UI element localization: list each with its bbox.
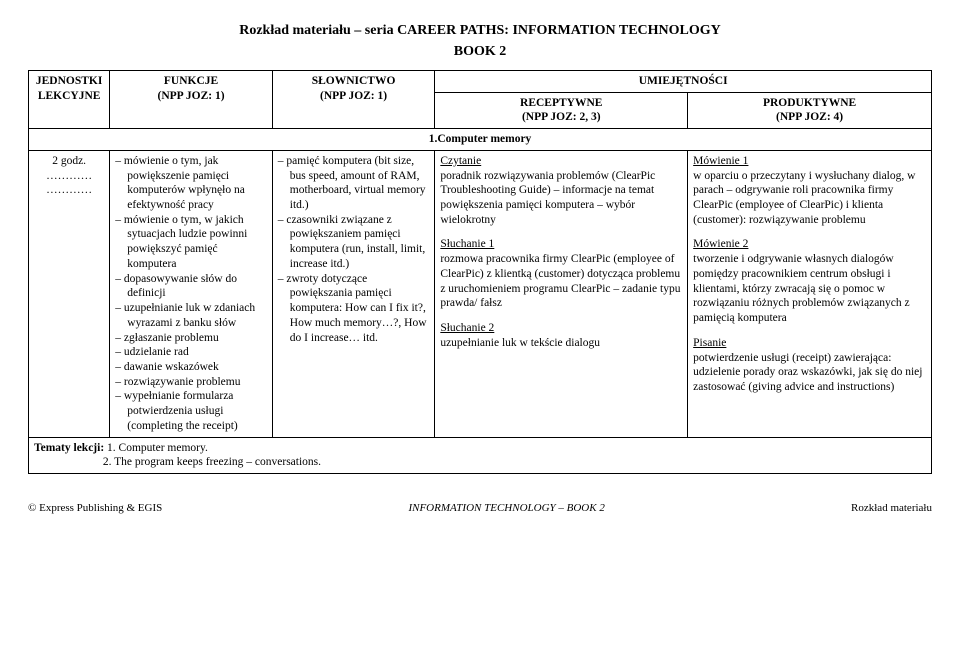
header-units-l2: LEKCYJNE [38, 90, 101, 102]
cell-hours: 2 godz. ………… ………… [29, 150, 110, 437]
header-units: JEDNOSTKI LEKCYJNE [29, 71, 110, 129]
header-functions-l1: FUNKCJE [164, 75, 218, 87]
header-receptive-l2: (NPP JOZ: 2, 3) [522, 111, 601, 123]
cell-receptive: Czytanie poradnik rozwiązywania problemó… [435, 150, 688, 437]
section-title: 1.Computer memory [29, 129, 932, 151]
receptive-h1: Czytanie [440, 155, 481, 167]
header-row-1: JEDNOSTKI LEKCYJNE FUNKCJE (NPP JOZ: 1) … [29, 71, 932, 93]
list-item: uzupełnianie luk w zdaniach wyrazami z b… [115, 301, 267, 330]
receptive-h2: Słuchanie 1 [440, 238, 494, 250]
topics-row: Tematy lekcji: 1. Computer memory. Temat… [29, 437, 932, 473]
header-productive-l2: (NPP JOZ: 4) [776, 111, 843, 123]
list-item: dawanie wskazówek [115, 360, 267, 375]
footer-mid: INFORMATION TECHNOLOGY – BOOK 2 [408, 502, 604, 514]
header-receptive-l1: RECEPTYWNE [520, 97, 602, 109]
productive-p3: potwierdzenie usługi (receipt) zawierają… [693, 351, 926, 395]
dots-line-1: ………… [34, 169, 104, 184]
header-vocab-l2: (NPP JOZ: 1) [320, 90, 387, 102]
list-item: udzielanie rad [115, 345, 267, 360]
footer-left: © Express Publishing & EGIS [28, 502, 162, 514]
header-productive: PRODUKTYWNE (NPP JOZ: 4) [688, 92, 932, 128]
topic-2: 2. The program keeps freezing – conversa… [103, 456, 321, 468]
topics-label: Tematy lekcji: [34, 442, 104, 454]
topic-1: 1. Computer memory. [107, 442, 208, 454]
receptive-h3: Słuchanie 2 [440, 322, 494, 334]
header-receptive: RECEPTYWNE (NPP JOZ: 2, 3) [435, 92, 688, 128]
document-title: Rozkład materiału – seria CAREER PATHS: … [28, 20, 932, 62]
list-item: wypełnianie formularza potwierdzenia usł… [115, 389, 267, 433]
productive-h2: Mówienie 2 [693, 238, 748, 250]
header-functions-l2: (NPP JOZ: 1) [157, 90, 224, 102]
list-item: czasowniki związane z powiększaniem pami… [278, 213, 430, 272]
list-item: dopasowywanie słów do definicji [115, 272, 267, 301]
page-footer: © Express Publishing & EGIS INFORMATION … [28, 502, 932, 514]
functions-list: mówienie o tym, jak powiększenie pamięci… [115, 154, 267, 434]
cell-productive: Mówienie 1 w oparciu o przeczytany i wys… [688, 150, 932, 437]
list-item: mówienie o tym, w jakich sytuacjach ludz… [115, 213, 267, 272]
content-row: 2 godz. ………… ………… mówienie o tym, jak po… [29, 150, 932, 437]
header-skills: UMIEJĘTNOŚCI [435, 71, 932, 93]
title-line-1: Rozkład materiału – seria CAREER PATHS: … [239, 23, 721, 38]
productive-p2: tworzenie i odgrywanie własnych dialogów… [693, 252, 926, 326]
dots-line-2: ………… [34, 183, 104, 198]
receptive-p3: uzupełnianie luk w tekście dialogu [440, 336, 682, 351]
topics-cell: Tematy lekcji: 1. Computer memory. Temat… [29, 437, 932, 473]
hours-text: 2 godz. [34, 154, 104, 169]
title-line-2: BOOK 2 [454, 44, 507, 59]
curriculum-table: JEDNOSTKI LEKCYJNE FUNKCJE (NPP JOZ: 1) … [28, 70, 932, 474]
header-functions: FUNKCJE (NPP JOZ: 1) [110, 71, 273, 129]
receptive-p2: rozmowa pracownika firmy ClearPic (emplo… [440, 252, 682, 311]
header-vocab: SŁOWNICTWO (NPP JOZ: 1) [272, 71, 435, 129]
list-item: pamięć komputera (bit size, bus speed, a… [278, 154, 430, 213]
productive-h3: Pisanie [693, 337, 726, 349]
section-title-row: 1.Computer memory [29, 129, 932, 151]
cell-vocab: pamięć komputera (bit size, bus speed, a… [272, 150, 435, 437]
header-vocab-l1: SŁOWNICTWO [312, 75, 396, 87]
list-item: zgłaszanie problemu [115, 331, 267, 346]
vocab-list: pamięć komputera (bit size, bus speed, a… [278, 154, 430, 345]
header-productive-l1: PRODUKTYWNE [763, 97, 856, 109]
receptive-p1: poradnik rozwiązywania problemów (ClearP… [440, 169, 682, 228]
footer-right: Rozkład materiału [851, 502, 932, 514]
list-item: mówienie o tym, jak powiększenie pamięci… [115, 154, 267, 213]
list-item: zwroty dotyczące powiększania pamięci ko… [278, 272, 430, 346]
productive-p1: w oparciu o przeczytany i wysłuchany dia… [693, 169, 926, 228]
productive-h1: Mówienie 1 [693, 155, 748, 167]
cell-functions: mówienie o tym, jak powiększenie pamięci… [110, 150, 273, 437]
header-units-l1: JEDNOSTKI [36, 75, 102, 87]
list-item: rozwiązywanie problemu [115, 375, 267, 390]
